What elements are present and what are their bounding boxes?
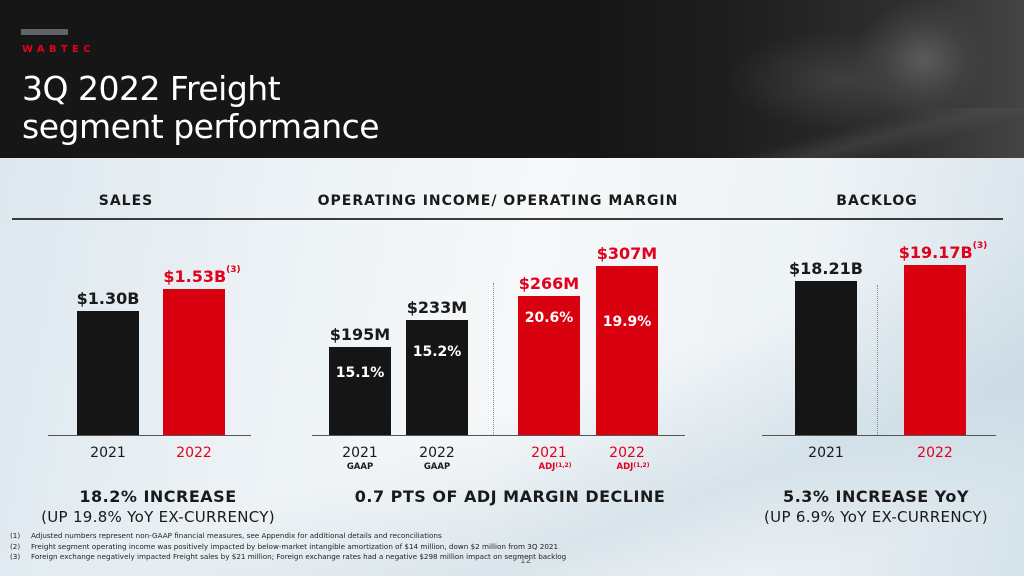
sub-text: GAAP — [346, 462, 374, 472]
bar-margin-label: 15.2% — [412, 343, 462, 360]
category-sub-label: ADJ(1,2) — [617, 462, 650, 472]
page-title: 3Q 2022 Freight segment performance — [22, 69, 380, 146]
section-title-backlog: BACKLOG — [836, 193, 918, 209]
title-line-1: 3Q 2022 Freight — [22, 69, 281, 108]
value-text: $1.30B — [76, 288, 140, 308]
footnote-2: (2) Freight segment operating income was … — [10, 541, 559, 551]
value-text: $266M — [518, 273, 580, 293]
value-footnote: (3) — [972, 241, 988, 251]
category-label: 2021 — [531, 445, 567, 461]
bar-2022-1 — [904, 265, 966, 435]
operating-summary-main: 0.7 PTS OF ADJ MARGIN DECLINE — [354, 487, 666, 506]
page-number: 12 — [520, 556, 532, 566]
sales-summary-main: 18.2% INCREASE — [79, 487, 237, 506]
sub-footnote: (1,2) — [633, 462, 650, 469]
bar-margin-label: 19.9% — [602, 314, 652, 330]
bar-value-label: $1.30B — [77, 289, 140, 308]
category-sub-label: ADJ(1,2) — [539, 462, 572, 472]
footnote-1: (1) Adjusted numbers represent non-GAAP f… — [10, 531, 442, 540]
bar-value-label: $307M — [597, 244, 657, 263]
category-label: 2021 — [808, 445, 844, 461]
category-label: 2021 — [90, 445, 126, 461]
sub-text: GAAP — [423, 462, 451, 472]
value-text: $18.21B — [789, 259, 863, 278]
sales-summary-sub: (UP 19.8% YoY EX-CURRENCY) — [41, 508, 275, 526]
bar-2021-0 — [77, 310, 139, 435]
bar-value-label: $18.21B — [789, 259, 863, 278]
value-text: $195M — [329, 325, 391, 344]
value-text: $233M — [406, 297, 468, 317]
category-label: 2021 — [342, 445, 378, 461]
operating-summary: 0.7 PTS OF ADJ MARGIN DECLINE — [355, 487, 666, 507]
bar-margin-label: 20.6% — [524, 309, 574, 326]
header-banner: WABTEC 3Q 2022 Freight segment performan… — [0, 0, 1024, 158]
value-footnote: (3) — [226, 265, 241, 275]
bar-margin-label: 15.1% — [335, 365, 385, 381]
value-text: $19.17B — [898, 243, 973, 262]
locomotive-photo — [594, 0, 1024, 158]
sub-text: ADJ — [616, 462, 634, 472]
category-label: 2022 — [609, 445, 645, 461]
section-title-sales: SALES — [98, 193, 154, 209]
category-sub-label: GAAP — [347, 462, 373, 472]
sub-text: ADJ — [538, 462, 556, 472]
bar-2021-0 — [329, 347, 391, 435]
chart-baseline — [312, 435, 685, 436]
category-label: 2022 — [176, 445, 212, 461]
chart-divider — [877, 285, 878, 435]
section-rule — [12, 218, 1003, 220]
bar-2022-3 — [596, 266, 658, 435]
category-label: 2022 — [419, 445, 455, 461]
footnote-3: (3) Foreign exchange negatively impacted … — [10, 552, 567, 561]
bar-2021-0 — [795, 281, 857, 435]
chart-baseline — [762, 435, 996, 436]
brand-logo-text: WABTEC — [22, 44, 95, 55]
rail-tracks-graphic — [724, 108, 1024, 158]
section-title-operating: OPERATING INCOME/ OPERATING MARGIN — [317, 193, 679, 209]
title-line-2: segment performance — [22, 107, 380, 146]
backlog-summary-sub: (UP 6.9% YoY EX-CURRENCY) — [764, 508, 988, 526]
bar-value-label: $195M — [330, 325, 390, 344]
brand-accent-bar — [21, 29, 68, 35]
category-label: 2022 — [917, 445, 953, 461]
chart-baseline — [48, 435, 251, 436]
value-text: $1.53B — [163, 267, 227, 286]
footnotes: (1) Adjusted numbers represent non-GAAP f… — [10, 531, 566, 563]
sub-footnote: (1,2) — [555, 462, 572, 469]
sales-summary: 18.2% INCREASE (UP 19.8% YoY EX-CURRENCY… — [41, 487, 275, 527]
backlog-summary-main: 5.3% INCREASE YoY — [783, 487, 969, 506]
bar-value-label: $19.17B(3) — [898, 241, 988, 262]
category-sub-label: GAAP — [424, 462, 450, 472]
backlog-summary: 5.3% INCREASE YoY (UP 6.9% YoY EX-CURREN… — [764, 487, 988, 527]
bar-2021-2 — [518, 295, 580, 435]
bar-2022-1 — [406, 319, 468, 435]
bar-value-label: $1.53B(3) — [163, 265, 241, 286]
bar-value-label: $266M — [519, 274, 579, 293]
bar-2022-1 — [163, 289, 225, 435]
chart-divider — [493, 283, 494, 435]
value-text: $307M — [596, 244, 658, 263]
bar-value-label: $233M — [407, 298, 467, 317]
